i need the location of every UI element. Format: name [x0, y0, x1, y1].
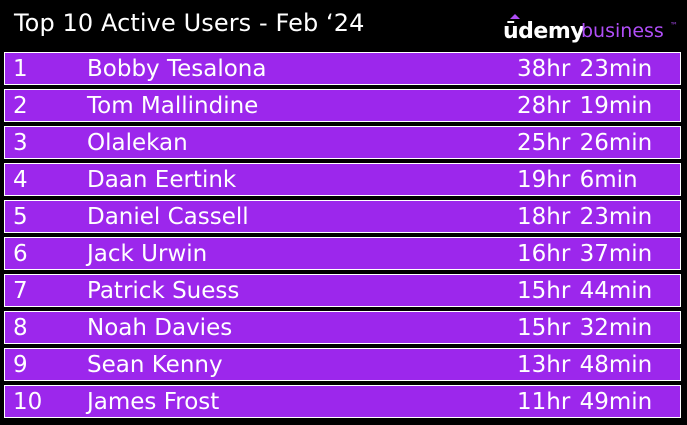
row-rank: 7 [13, 278, 28, 304]
udemy-logo-hat-icon [510, 14, 520, 19]
row-active-time: 15hr 44min [517, 278, 653, 304]
leaderboard-row: 7 Patrick Suess 15hr 44min [4, 274, 681, 307]
udemy-business-logo: ūdemy business ™ [501, 14, 681, 46]
leaderboard-rows: 1 Bobby Tesalona 38hr 23min 2 Tom Mallin… [4, 52, 681, 418]
row-rank: 9 [13, 352, 28, 378]
row-rank: 4 [13, 167, 28, 193]
leaderboard-row: 9 Sean Kenny 13hr 48min [4, 348, 681, 381]
leaderboard-row: 2 Tom Mallindine 28hr 19min [4, 89, 681, 122]
row-active-time: 38hr 23min [517, 56, 653, 82]
row-active-time: 19hr 6min [517, 167, 638, 193]
row-user-name: Daan Eertink [87, 167, 237, 193]
row-rank: 5 [13, 204, 28, 230]
brand-trademark: ™ [670, 21, 678, 30]
leaderboard-row: 10 James Frost 11hr 49min [4, 385, 681, 418]
leaderboard-row: 1 Bobby Tesalona 38hr 23min [4, 52, 681, 85]
leaderboard-header: Top 10 Active Users - Feb ‘24 ūdemy busi… [0, 0, 687, 52]
row-user-name: Jack Urwin [87, 241, 208, 267]
row-user-name: Bobby Tesalona [87, 56, 267, 82]
row-active-time: 16hr 37min [517, 241, 653, 267]
row-rank: 10 [13, 389, 43, 415]
row-rank: 1 [13, 56, 28, 82]
row-active-time: 18hr 23min [517, 204, 653, 230]
row-user-name: Tom Mallindine [87, 93, 259, 119]
leaderboard-row: 8 Noah Davies 15hr 32min [4, 311, 681, 344]
brand-udemy-text: ūdemy [503, 19, 585, 44]
row-user-name: Noah Davies [87, 315, 233, 341]
row-user-name: Olalekan [87, 130, 188, 156]
brand-business-text: business [581, 20, 664, 42]
row-active-time: 28hr 19min [517, 93, 653, 119]
row-rank: 8 [13, 315, 28, 341]
row-user-name: Daniel Cassell [87, 204, 249, 230]
leaderboard-row: 5 Daniel Cassell 18hr 23min [4, 200, 681, 233]
row-active-time: 11hr 49min [517, 389, 653, 415]
row-active-time: 25hr 26min [517, 130, 653, 156]
row-user-name: James Frost [87, 389, 220, 415]
leaderboard-row: 4 Daan Eertink 19hr 6min [4, 163, 681, 196]
row-active-time: 15hr 32min [517, 315, 653, 341]
row-active-time: 13hr 48min [517, 352, 653, 378]
row-user-name: Sean Kenny [87, 352, 223, 378]
row-rank: 2 [13, 93, 28, 119]
row-rank: 6 [13, 241, 28, 267]
row-user-name: Patrick Suess [87, 278, 240, 304]
leaderboard-row: 3 Olalekan 25hr 26min [4, 126, 681, 159]
leaderboard-title: Top 10 Active Users - Feb ‘24 [14, 9, 365, 37]
row-rank: 3 [13, 130, 28, 156]
leaderboard-row: 6 Jack Urwin 16hr 37min [4, 237, 681, 270]
